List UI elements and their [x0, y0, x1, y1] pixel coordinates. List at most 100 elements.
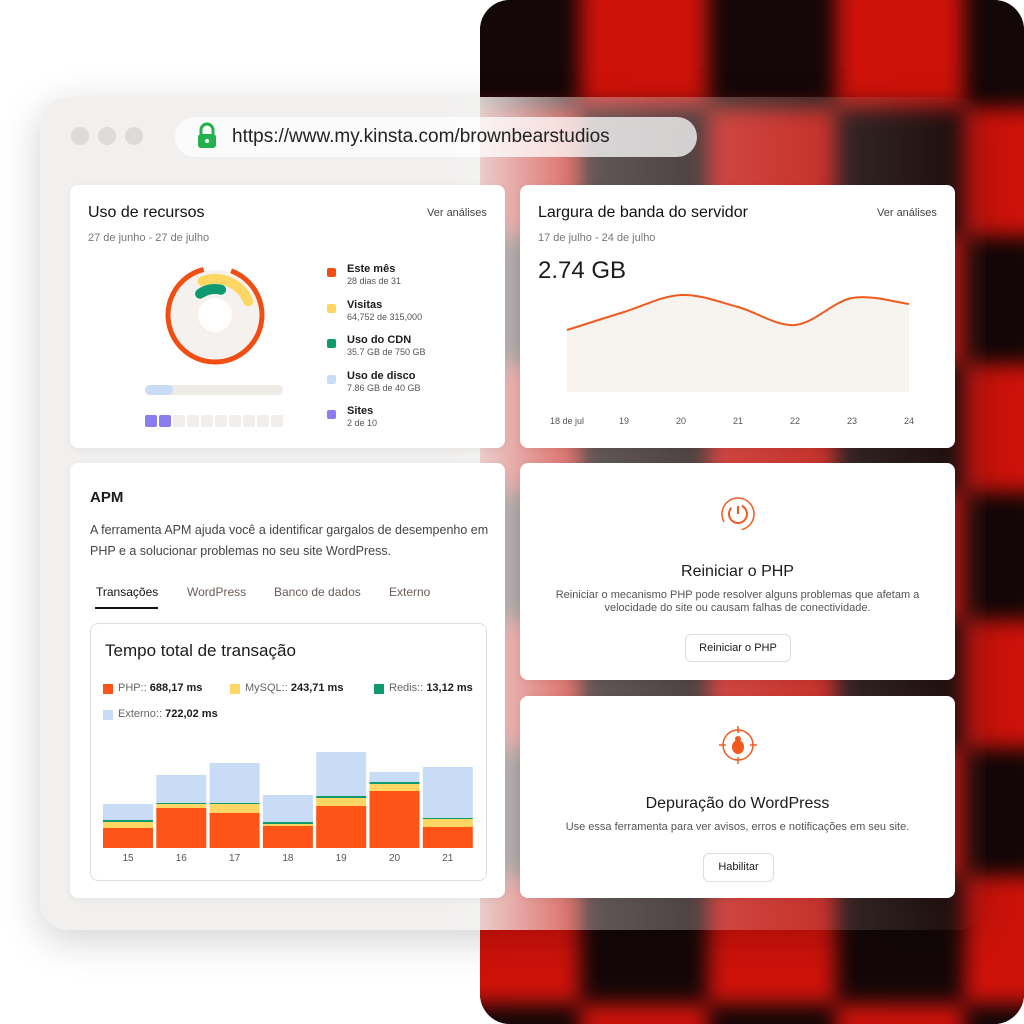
- bar-segment: [422, 819, 473, 827]
- bar-segment: [103, 804, 153, 820]
- card-title: Reiniciar o PHP: [681, 563, 794, 580]
- x-tick-label: 21: [442, 853, 454, 864]
- card-title: Largura de banda do servidor: [538, 204, 748, 221]
- x-tick-label: 19: [336, 853, 348, 864]
- chart-title: Tempo total de transação: [105, 641, 296, 660]
- bar-segment: [209, 813, 260, 848]
- card-description: Reiniciar o mecanismo PHP pode resolver …: [555, 589, 920, 614]
- legend-total: 243,71 ms: [290, 682, 344, 694]
- x-tick-label: 23: [847, 416, 857, 426]
- bar-segment: [103, 822, 153, 828]
- bar-segment: [103, 828, 153, 848]
- bar-segment: [156, 803, 207, 804]
- bar-segment: [156, 804, 207, 808]
- bandwidth-total: 2.74 GB: [538, 257, 627, 284]
- legend-label: Uso do CDN: [347, 334, 412, 346]
- bar-segment: [103, 820, 153, 822]
- legend-entry: MySQL:: 243,71 ms: [245, 682, 343, 694]
- x-tick-label: 21: [733, 416, 743, 426]
- legend-name: PHP::: [118, 682, 147, 694]
- legend-detail: 28 dias de 31: [347, 276, 402, 286]
- line: [566, 293, 910, 331]
- bar-segment: [369, 782, 420, 784]
- button[interactable]: Reiniciar o PHP: [685, 634, 791, 662]
- legend-total: 722,02 ms: [165, 708, 218, 720]
- legend-label: Uso de disco: [347, 369, 416, 382]
- legend-swatch: [374, 684, 384, 694]
- x-tick-label: 20: [389, 853, 401, 864]
- bar-segment: [209, 804, 260, 813]
- bar-segment: [369, 791, 420, 848]
- bar-segment: [156, 808, 207, 848]
- legend-swatch: [327, 339, 336, 348]
- legend-label: Sites: [347, 405, 374, 417]
- url: https://www.my.kinsta.com/brownbearstudi…: [232, 126, 610, 147]
- bar-segment: [422, 818, 473, 819]
- card-title: Depuração do WordPress: [645, 795, 830, 812]
- button[interactable]: Habilitar: [703, 853, 774, 882]
- tab[interactable]: Transações: [96, 585, 159, 599]
- window-dot: [71, 127, 89, 145]
- card-title: APM: [90, 489, 124, 506]
- x-tick-label: 18: [282, 853, 294, 864]
- power-icon: [721, 497, 755, 531]
- tab[interactable]: Banco de dados: [274, 585, 361, 599]
- chart-box: [90, 623, 487, 881]
- bar-segment: [156, 775, 207, 803]
- apm-description: A ferramenta APM ajuda você a identifica…: [90, 523, 489, 558]
- legend-name: MySQL::: [245, 682, 288, 694]
- legend-swatch: [103, 684, 113, 694]
- window-dot: [125, 127, 143, 145]
- x-tick-label: 15: [122, 853, 134, 864]
- bar-segment: [369, 784, 420, 791]
- legend-detail: 64,752 de 315,000: [347, 311, 423, 322]
- legend-detail: 35.7 GB de 750 GB: [347, 347, 426, 357]
- legend-detail: 7.86 GB de 40 GB: [347, 382, 421, 393]
- x-tick-label: 24: [904, 416, 914, 426]
- legend-swatch: [327, 410, 336, 419]
- bar-segment: [316, 798, 367, 806]
- sites-squares: [145, 415, 283, 427]
- bar-segment: [316, 806, 367, 848]
- x-tick-label: 16: [176, 853, 188, 864]
- bar-segment: [316, 752, 367, 796]
- bar-segment: [262, 826, 313, 848]
- bar-segment: [422, 767, 473, 818]
- legend-entry: PHP:: 688,17 ms: [118, 682, 202, 694]
- tab[interactable]: Externo: [389, 585, 431, 599]
- legend-label: Visitas: [347, 298, 383, 311]
- link[interactable]: Ver análises: [877, 207, 937, 219]
- bar-segment: [316, 796, 367, 798]
- bug-icon: [719, 726, 757, 764]
- resource-card: [70, 185, 505, 448]
- x-tick-label: 19: [619, 416, 629, 426]
- disk-bar-track: [145, 385, 283, 395]
- tab[interactable]: WordPress: [187, 585, 247, 599]
- legend-name: Externo::: [118, 708, 163, 720]
- x-tick-label: 18 de jul: [550, 416, 584, 426]
- x-tick-label: 22: [790, 416, 800, 426]
- legend-total: 688,17 ms: [149, 682, 203, 694]
- x-tick-label: 17: [229, 853, 241, 864]
- url-bar[interactable]: [175, 117, 697, 157]
- legend-swatch: [327, 374, 336, 384]
- legend-swatch: [327, 303, 336, 313]
- x-tick-label: 20: [676, 416, 686, 426]
- legend-swatch: [327, 268, 336, 277]
- legend-total: 13,12 ms: [426, 682, 473, 694]
- tab-underline: [95, 607, 158, 609]
- bar-segment: [369, 772, 420, 782]
- bar-segment: [262, 822, 313, 824]
- date-range: 27 de junho - 27 de julho: [88, 232, 210, 244]
- link[interactable]: Ver análises: [427, 207, 487, 219]
- disk-bar: [145, 385, 173, 395]
- legend-entry: Redis:: 13,12 ms: [389, 682, 473, 694]
- legend-detail: 2 de 10: [347, 418, 378, 428]
- bar-segment: [262, 824, 313, 826]
- legend-name: Redis::: [389, 682, 424, 694]
- bar-segment: [422, 827, 473, 848]
- bar-segment: [262, 795, 313, 822]
- date-range: 17 de julho - 24 de julho: [538, 232, 656, 244]
